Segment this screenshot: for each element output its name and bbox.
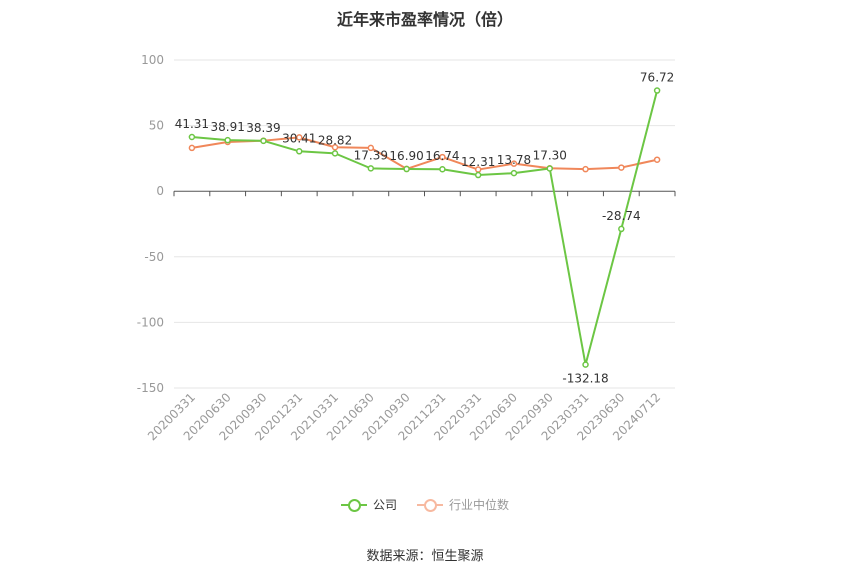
data-point-company: [653, 87, 661, 94]
data-point-company: [296, 148, 303, 155]
data-point-company: [224, 136, 231, 144]
y-tick-label: -50: [144, 250, 164, 264]
data-label: 17.30: [533, 149, 567, 163]
data-point-company: [403, 165, 410, 173]
y-tick-label: 50: [149, 119, 164, 133]
data-point-company: [439, 165, 446, 173]
series-line-company: [191, 90, 659, 366]
data-point-company: [188, 133, 196, 141]
data-point-company: [367, 165, 375, 172]
data-label: 76.72: [640, 71, 674, 85]
legend-item-company[interactable]: 公司: [340, 496, 397, 513]
data-point-industry-median: [510, 160, 518, 167]
data-point-industry-median: [367, 144, 375, 152]
legend: 公司 行业中位数: [0, 496, 850, 513]
y-tick-label: 100: [141, 53, 164, 67]
data-source: 数据来源：恒生聚源: [366, 549, 484, 564]
y-tick-label: 0: [156, 184, 164, 198]
data-label: -28.74: [602, 209, 641, 223]
data-point-company: [260, 137, 267, 145]
chart-title: 近年来市盈率情况（倍）: [336, 10, 513, 29]
data-point-industry-median: [331, 143, 339, 151]
y-tick-label: -100: [137, 315, 164, 329]
data-label: -132.18: [562, 372, 608, 386]
data-label: 16.74: [425, 149, 459, 163]
data-label: 38.91: [210, 120, 244, 134]
y-tick-label: -150: [137, 381, 164, 395]
legend-company-marker: [340, 498, 367, 512]
data-label: 38.39: [246, 121, 280, 135]
data-label: 41.31: [175, 117, 209, 131]
data-point-industry-median: [618, 164, 625, 171]
data-label: 28.82: [318, 133, 352, 147]
legend-industry-label: 行业中位数: [449, 498, 510, 512]
data-point-company: [510, 169, 518, 177]
data-point-company: [582, 361, 589, 368]
legend-item-industry-median[interactable]: 行业中位数: [417, 496, 509, 513]
data-point-company: [474, 171, 482, 179]
data-point-industry-median: [582, 165, 589, 173]
legend-industry-marker: [417, 498, 443, 512]
data-label: 17.39: [354, 148, 388, 162]
data-point-industry-median: [296, 134, 303, 141]
data-label: 30.41: [282, 131, 316, 145]
data-label: 16.90: [389, 149, 423, 163]
data-point-company: [331, 150, 339, 157]
series-line-industry-median: [191, 136, 658, 171]
data-label: 12.31: [461, 155, 495, 169]
data-point-company: [546, 165, 553, 172]
data-point-company: [618, 225, 625, 233]
data-point-industry-median: [188, 144, 196, 152]
data-point-industry-median: [439, 153, 446, 161]
data-label: 13.78: [497, 153, 531, 167]
legend-company-label: 公司: [372, 498, 397, 512]
data-point-industry-median: [653, 156, 661, 163]
